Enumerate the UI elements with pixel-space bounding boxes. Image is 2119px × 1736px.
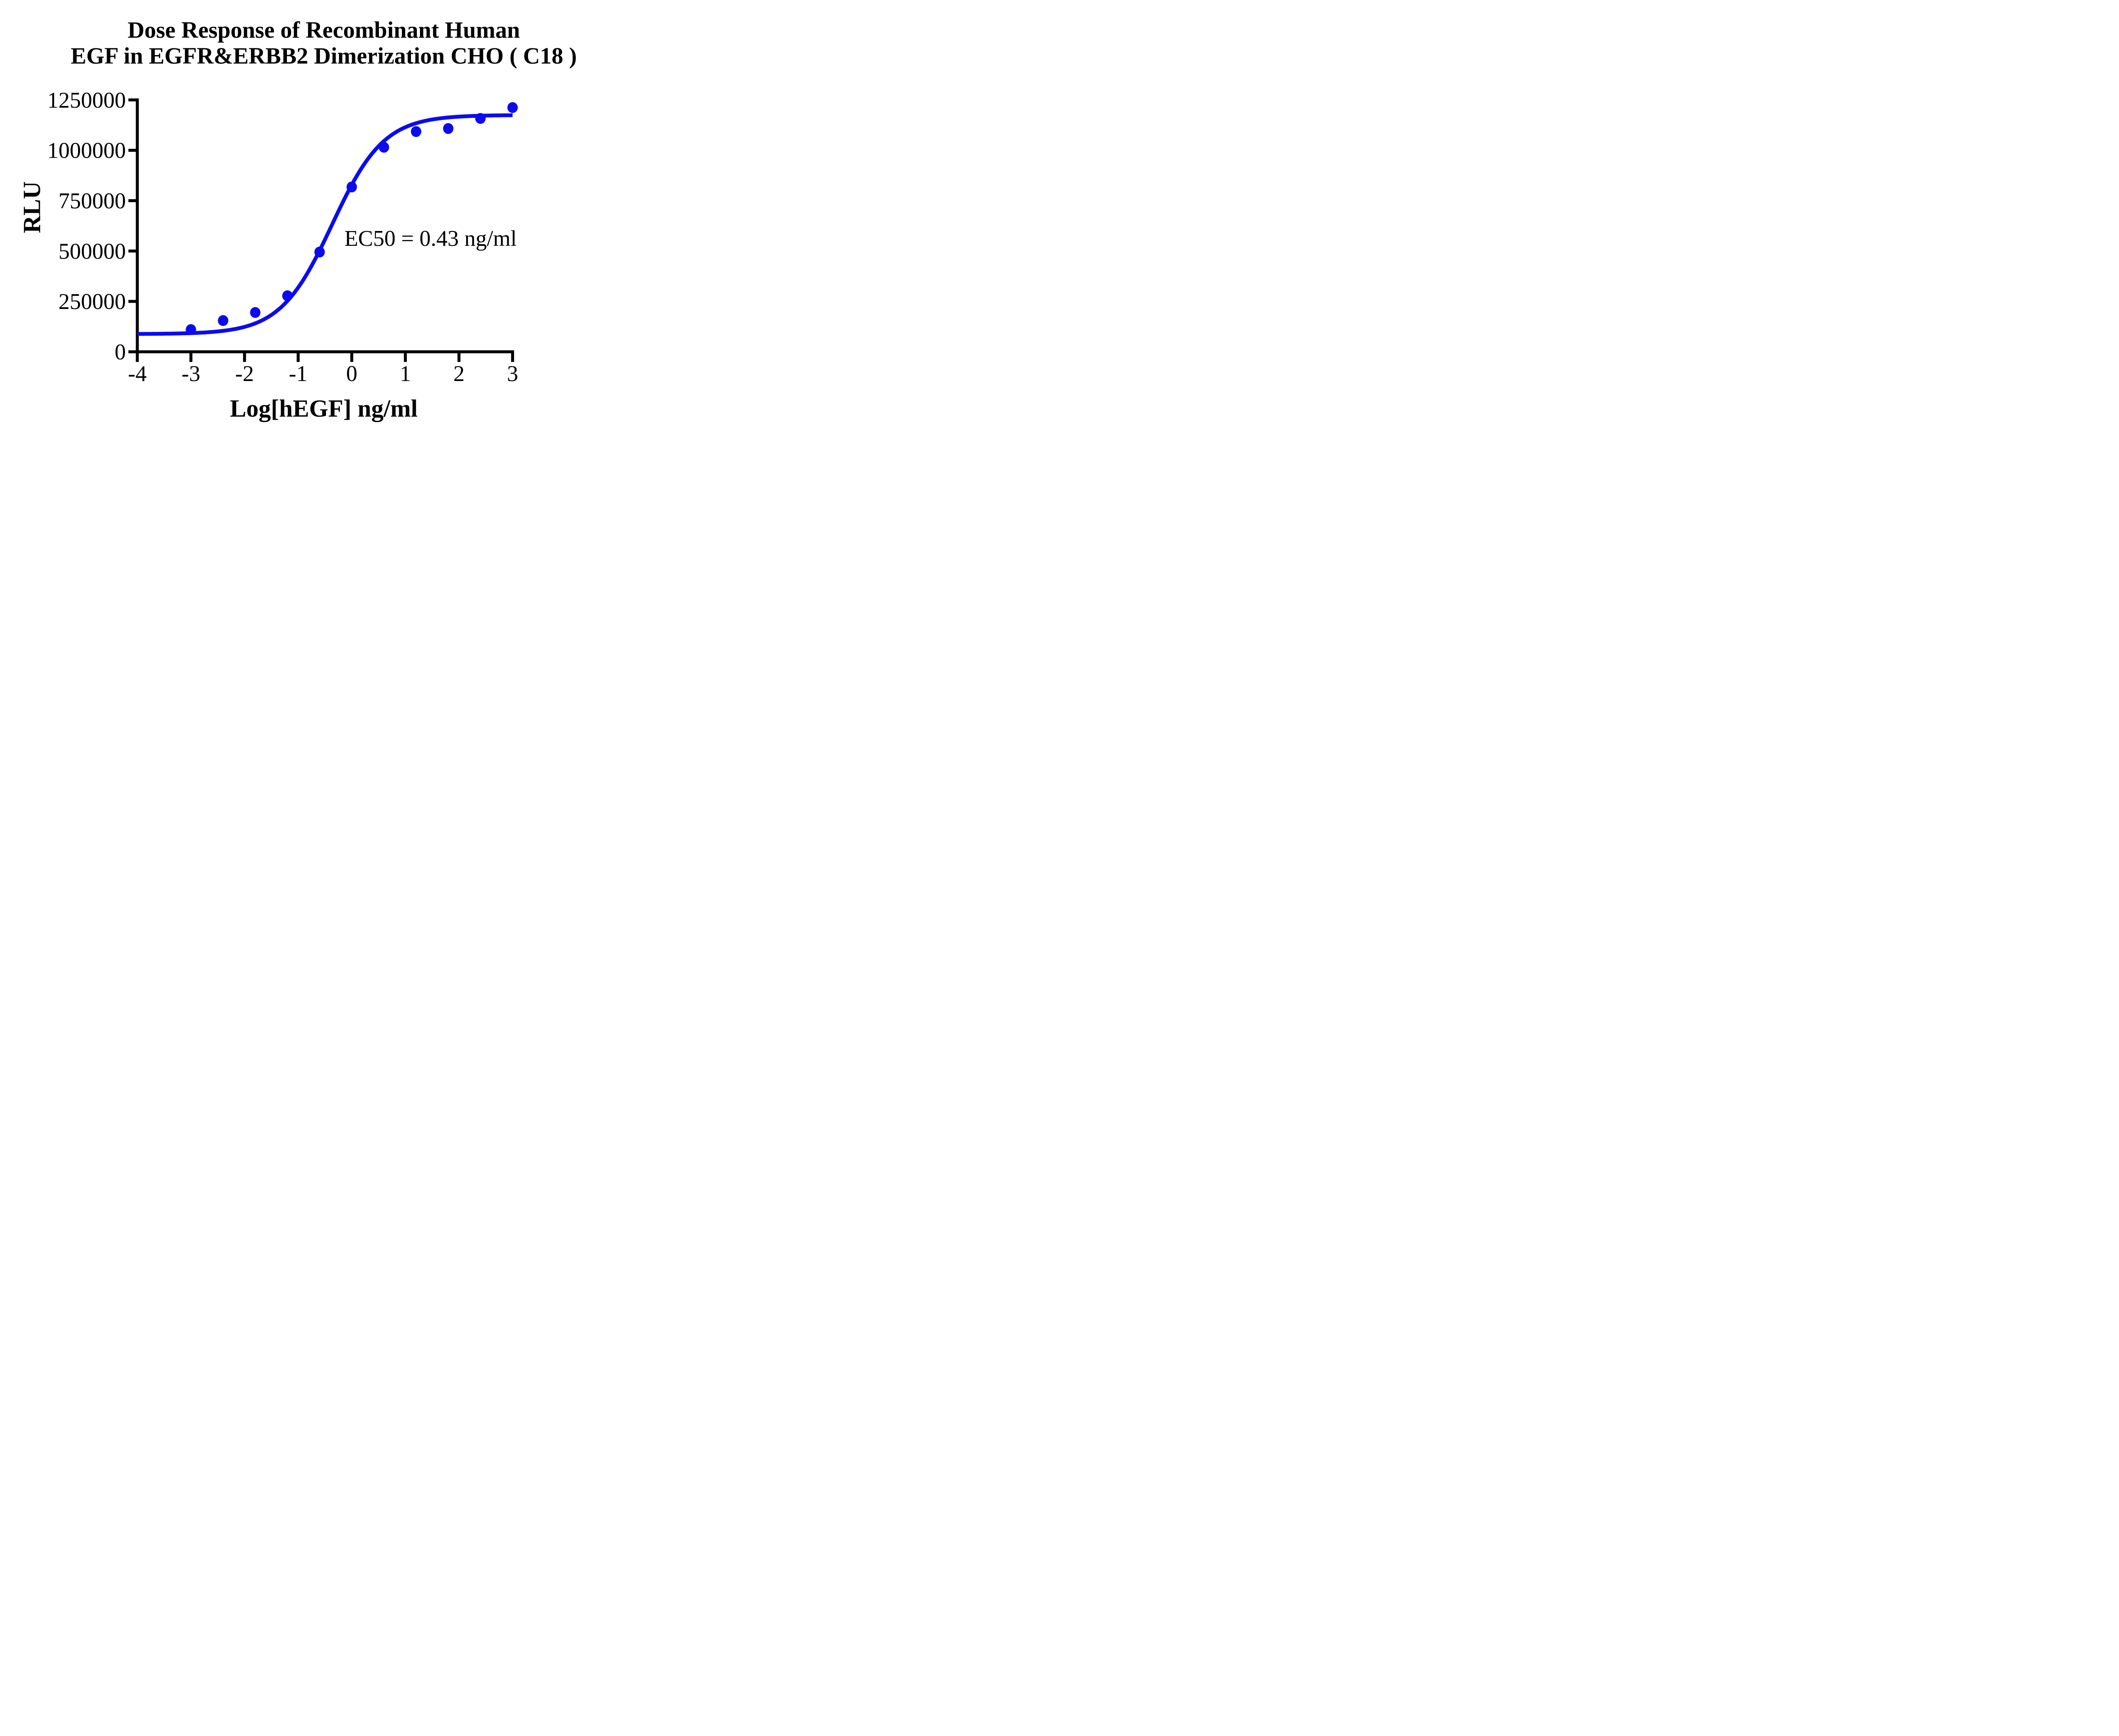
data-point <box>507 102 518 113</box>
dose-response-curve <box>137 113 513 336</box>
data-point <box>411 126 422 137</box>
y-tick-label: 1250000 <box>47 88 126 113</box>
chart-title: Dose Response of Recombinant Human EGF i… <box>42 17 606 69</box>
x-tick-label: 3 <box>507 362 518 386</box>
x-tick-label: -1 <box>289 362 307 386</box>
data-point <box>475 113 486 124</box>
y-tick-label: 0 <box>115 340 126 364</box>
x-tick-label: -3 <box>181 362 200 386</box>
data-point <box>282 290 293 301</box>
data-point <box>218 315 228 326</box>
y-tick-label: 1000000 <box>47 139 126 163</box>
y-tick-label: 750000 <box>58 189 126 213</box>
dose-response-figure: Dose Response of Recombinant Human EGF i… <box>0 0 617 434</box>
chart-title-line-1: Dose Response of Recombinant Human <box>128 17 520 43</box>
data-point <box>186 324 196 335</box>
x-tick-label: 2 <box>453 362 465 386</box>
ec50-annotation: EC50 = 0.43 ng/ml <box>344 226 517 251</box>
x-axis-title: Log[hEGF] ng/ml <box>230 395 418 422</box>
data-point <box>346 181 357 192</box>
data-point <box>250 307 261 318</box>
y-tick-label: 500000 <box>58 239 126 264</box>
x-tick-label: 1 <box>400 362 411 386</box>
data-point <box>378 142 389 153</box>
x-tick-label: -4 <box>128 362 147 386</box>
y-tick-label: 250000 <box>58 289 126 314</box>
x-tick-label: -2 <box>235 362 254 386</box>
chart-title-line-2: EGF in EGFR&ERBB2 Dimerization CHO ( C18… <box>70 43 577 69</box>
x-tick-label: 0 <box>346 362 358 386</box>
plot-svg: 0 250000 500000 750000 1000000 1250000 -4 -3 -2 -… <box>47 88 518 386</box>
data-point <box>314 246 325 258</box>
data-point <box>443 123 453 134</box>
